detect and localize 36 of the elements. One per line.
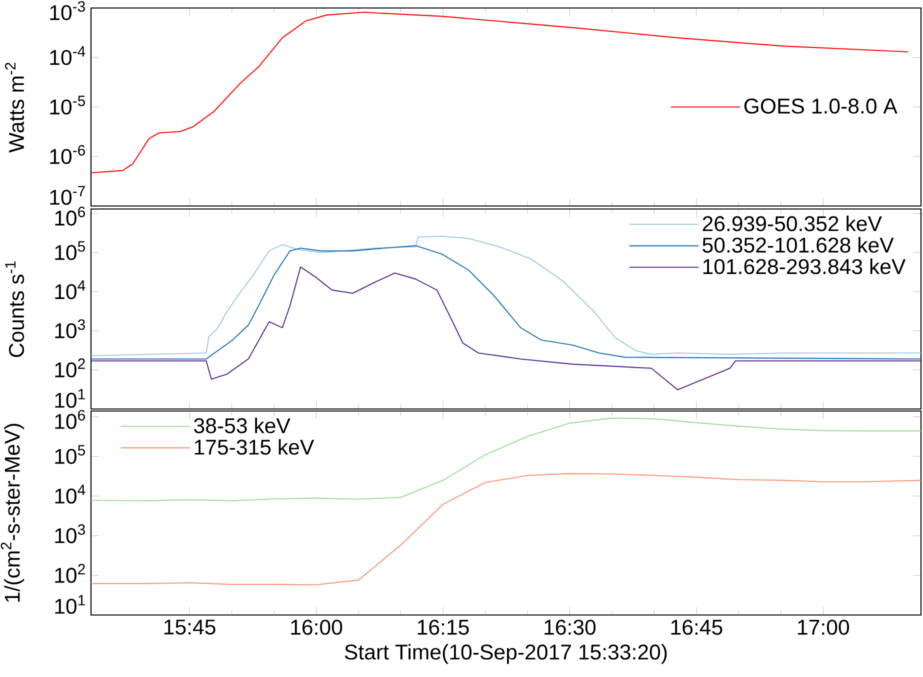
y-tick-label: 10$^{4}$ [55, 280, 86, 300]
line-series [91, 12, 909, 174]
y-tick-label: 10$^{-3}$ [50, 1, 85, 20]
x-tick-label: 16:00 [291, 620, 342, 635]
y-axis-title: Counts s$^{-1}$ [5, 261, 24, 357]
legend-label: 26.939-50.352 keV [702, 216, 882, 232]
y-tick-label: 10$^{-6}$ [50, 145, 85, 164]
x-axis-title: Start Time(10-Sep-2017 15:33:20) [344, 644, 667, 664]
legend-label: GOES 1.0-8.0 A [744, 98, 898, 114]
x-tick-label: 16:15 [418, 620, 469, 635]
y-tick-label: 10$^{3}$ [55, 524, 85, 544]
legend-label: 38-53 keV [194, 418, 290, 434]
y-axis-title: Watts m$^{-2}$ [5, 62, 24, 153]
line-series [91, 418, 922, 502]
y-tick-label: 10$^{6}$ [55, 410, 85, 429]
y-tick-label: 10$^{-4}$ [50, 46, 86, 66]
y-tick-label: 10$^{3}$ [55, 319, 85, 338]
legend-label: 175-315 keV [194, 439, 314, 455]
y-tick-label: 10$^{1}$ [55, 389, 85, 408]
y-tick-label: 10$^{-5}$ [50, 96, 85, 115]
x-tick-label: 16:30 [544, 620, 596, 635]
line-series [91, 473, 922, 586]
legend-label: 50.352-101.628 keV [702, 237, 894, 253]
legend-label: 101.628-293.843 keV [703, 258, 906, 274]
y-tick-label: 10$^{6}$ [55, 206, 85, 226]
y-tick-label: 10$^{2}$ [55, 358, 85, 378]
y-tick-label: 10$^{5}$ [55, 445, 85, 464]
y-tick-label: 10$^{1}$ [55, 595, 85, 614]
x-tick-label: 16:45 [671, 620, 722, 635]
y-tick-label: 10$^{4}$ [55, 484, 86, 504]
x-tick-label: 15:45 [164, 620, 216, 635]
y-tick-label: 10$^{-7}$ [50, 186, 85, 205]
y-axis-title: 1/(cm$^{2}$-s-ster-MeV) [0, 424, 24, 602]
y-tick-label: 10$^{2}$ [55, 564, 85, 583]
y-tick-label: 10$^{5}$ [55, 241, 85, 260]
x-tick-label: 17:00 [798, 620, 850, 635]
